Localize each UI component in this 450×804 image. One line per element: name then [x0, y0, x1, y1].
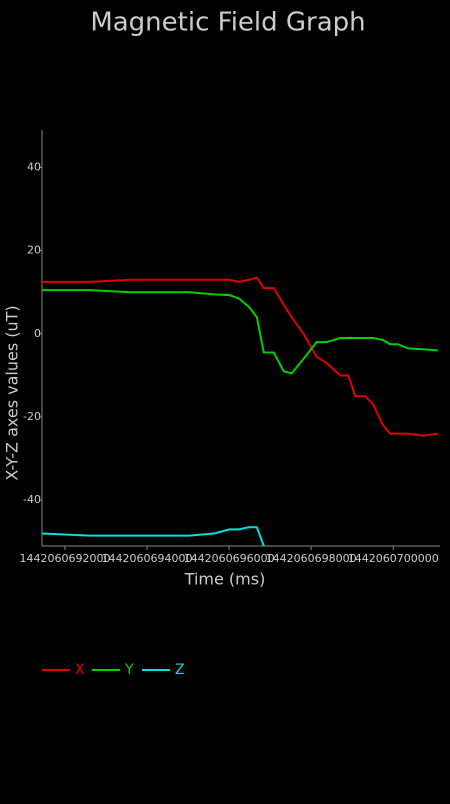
x-tick-label: 1442060694000 [102, 552, 193, 565]
x-tick-label: 1442060698000 [266, 552, 357, 565]
legend-label: Z [175, 662, 185, 678]
legend-label: Y [124, 662, 134, 678]
y-axis-label: X-Y-Z axes values (uT) [3, 305, 22, 480]
series-line [42, 289, 438, 375]
chart-title: Magnetic Field Graph [90, 8, 365, 38]
x-axis-label: Time (ms) [184, 570, 266, 589]
x-tick-label: 1442060692000 [19, 552, 110, 565]
series-line [42, 526, 265, 546]
x-tick-label: 1442060700000 [348, 552, 439, 565]
y-tick-label: 0 [34, 327, 41, 340]
legend-label: X [75, 662, 85, 678]
series-line [42, 276, 439, 437]
y-tick-label: 40 [27, 160, 41, 173]
y-tick-label: -20 [23, 410, 41, 423]
y-tick-label: 20 [27, 244, 41, 257]
x-tick-label: 1442060696000 [184, 552, 275, 565]
y-tick-label: -40 [23, 493, 41, 506]
